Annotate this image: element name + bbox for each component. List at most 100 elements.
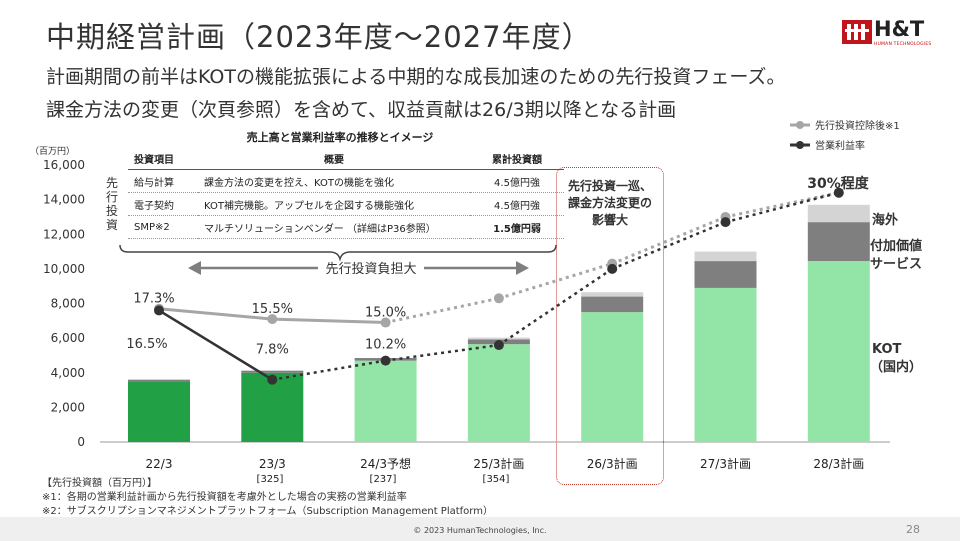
line-op-margin-point (267, 374, 278, 385)
legend-label: 先行投資控除後※1 (815, 119, 900, 132)
line-op-margin-segment (498, 267, 613, 347)
line-op-margin-segment (725, 191, 840, 224)
line-after-invest-point (493, 293, 504, 304)
segment-label-overseas: 海外 (872, 212, 898, 228)
y-tick-label: 2,000 (51, 400, 85, 414)
bar-segment (694, 261, 757, 288)
y-tick-label: 0 (77, 435, 85, 449)
table-brace (119, 244, 557, 262)
logo-text: H&T (874, 17, 925, 41)
x-tick-label: 26/3計画 (587, 456, 638, 471)
table-row: 電子契約 KOT補完機能。アップセルを企図する機能強化 4.5億円強 (128, 192, 564, 216)
page-title: 中期経営計画（2023年度～2027年度） (46, 20, 592, 54)
y-tick-label: 8,000 (51, 297, 85, 311)
y-tick-label: 10,000 (43, 262, 85, 276)
cost-value: [354] (482, 474, 510, 485)
bar-segment (128, 379, 190, 382)
rate-label: 15.0% (365, 306, 406, 321)
investment-table: 投資項目 概要 累計投資額 給与計算 課金方法の変更を控え、KOTの機能を強化 … (128, 147, 564, 239)
bar-segment (581, 312, 644, 442)
line-after-invest-segment (725, 191, 840, 219)
band-label: 影響大 (592, 212, 628, 227)
table-cell-amount: 1.5億円弱 (470, 215, 564, 239)
bar-segment (241, 370, 304, 373)
segment-label-kot: KOT (872, 342, 902, 357)
line-after-invest-segment (498, 262, 613, 300)
rate-label: 17.3% (133, 292, 174, 307)
bar-segment (467, 344, 530, 442)
x-tick-label: 28/3計画 (813, 456, 864, 471)
rate-label: 15.5% (252, 302, 293, 317)
line-op-margin-point (607, 263, 618, 274)
cost-value: [325] (256, 474, 284, 485)
target-rate-label: 30%程度 (807, 175, 870, 192)
line-op-margin-point (720, 217, 731, 228)
x-tick-label: 25/3計画 (473, 456, 524, 471)
subtitle-line-1: 計画期間の前半はKOTの機能拡張による中期的な成長加速のための先行投資フェーズ。 (46, 66, 786, 88)
table-cell-desc: KOT補完機能。アップセルを企図する機能強化 (198, 192, 470, 216)
line-after-invest-segment (385, 296, 500, 325)
table-cell-item: 電子契約 (128, 192, 198, 216)
table-row: SMP※2 マルチソリューションベンダー （詳細はP36参照） 1.5億円弱 (128, 215, 564, 239)
line-op-margin-segment (272, 359, 386, 381)
op-rate-label: 10.2% (365, 338, 406, 353)
legend-marker-after-invest (796, 121, 804, 129)
y-tick-label: 4,000 (51, 366, 85, 380)
line-after-invest-point (380, 317, 391, 328)
bar-segment (694, 287, 757, 442)
line-op-margin-point (833, 187, 844, 198)
table-cell-item: SMP※2 (128, 215, 198, 239)
segment-label-kot: （国内） (870, 359, 922, 375)
investment-complete-band (556, 167, 664, 485)
arrow-left-head-icon (188, 261, 201, 275)
table-title: 売上高と営業利益率の推移とイメージ (246, 131, 434, 144)
table-header-cell: 概要 (198, 147, 470, 170)
table-header-row: 投資項目 概要 累計投資額 (128, 147, 564, 170)
copyright: © 2023 HumanTechnologies, Inc. (413, 526, 547, 535)
x-tick-label: 22/3 (146, 457, 173, 471)
table-cell-amount: 4.5億円強 (470, 169, 564, 193)
arrow-label: 先行投資負担大 (325, 261, 416, 277)
band-label: 課金方法変更の (568, 195, 652, 210)
subtitle-line-2: 課金方法の変更（次頁参照）を含めて、収益貢献は26/3期以降となる計画 (46, 99, 677, 121)
arrow-label-bg (318, 258, 424, 278)
table-header-cell: 累計投資額 (470, 147, 564, 170)
cost-header: 【先行投資額（百万円）】 (42, 478, 157, 489)
line-after-invest-point (267, 314, 278, 325)
bar-segment (807, 222, 870, 262)
bar-segment (354, 360, 417, 442)
bar-segment (467, 337, 530, 340)
table-cell-amount: 4.5億円強 (470, 192, 564, 216)
y-tick-label: 12,000 (43, 227, 85, 241)
y-tick-label: 16,000 (43, 158, 85, 172)
bar-segment (807, 204, 870, 223)
footer-bar (0, 517, 960, 541)
logo-subtext: HUMAN TECHNOLOGIES (874, 42, 932, 47)
table-cell-desc: マルチソリューションベンダー （詳細はP36参照） (198, 215, 470, 239)
y-tick-label: 6,000 (51, 331, 85, 345)
x-tick-label: 27/3計画 (700, 456, 751, 471)
bar-segment (694, 251, 757, 262)
y-tick-label: 14,000 (43, 193, 85, 207)
bar-segment (581, 296, 644, 313)
footnote-2: ※2：サブスクリプションマネジメントプラットフォーム（Subscription … (42, 506, 493, 517)
line-op-margin-point (493, 340, 504, 351)
table-row: 給与計算 課金方法の変更を控え、KOTの機能を強化 4.5億円強 (128, 169, 564, 193)
segment-label-value-added: サービス (870, 256, 922, 272)
y-axis-label: （百万円） (30, 146, 75, 157)
line-after-invest-segment (272, 317, 386, 325)
table-cell-desc: 課金方法の変更を控え、KOTの機能を強化 (198, 169, 470, 193)
line-after-invest-segment (158, 307, 273, 321)
page-number: 28 (906, 523, 920, 536)
op-rate-label: 7.8% (256, 343, 289, 358)
x-tick-label: 23/3 (259, 457, 286, 471)
bar-segment (128, 381, 190, 442)
table-side-label: 先行投資 (106, 176, 119, 232)
bar-segment (581, 292, 644, 297)
op-rate-label: 16.5% (126, 337, 167, 352)
x-tick-label: 24/3予想 (360, 456, 411, 471)
line-op-margin-point (154, 305, 164, 316)
line-op-margin-point (380, 355, 391, 366)
line-op-margin-segment (158, 309, 273, 381)
